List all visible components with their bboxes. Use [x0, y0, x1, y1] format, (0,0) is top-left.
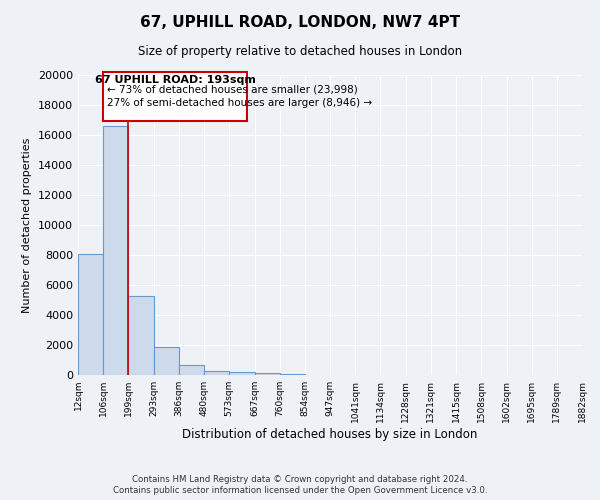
Text: 67 UPHILL ROAD: 193sqm: 67 UPHILL ROAD: 193sqm — [95, 75, 256, 85]
Bar — [179, 365, 204, 375]
Bar — [128, 296, 154, 375]
Text: Size of property relative to detached houses in London: Size of property relative to detached ho… — [138, 45, 462, 58]
Bar — [229, 372, 254, 375]
Text: Contains HM Land Registry data © Crown copyright and database right 2024.: Contains HM Land Registry data © Crown c… — [132, 475, 468, 484]
Bar — [280, 374, 305, 375]
Text: Contains public sector information licensed under the Open Government Licence v3: Contains public sector information licen… — [113, 486, 487, 495]
Bar — [103, 126, 128, 375]
Text: 67, UPHILL ROAD, LONDON, NW7 4PT: 67, UPHILL ROAD, LONDON, NW7 4PT — [140, 15, 460, 30]
FancyBboxPatch shape — [103, 72, 247, 122]
Text: ← 73% of detached houses are smaller (23,998): ← 73% of detached houses are smaller (23… — [107, 84, 358, 94]
Bar — [254, 373, 280, 375]
Text: 27% of semi-detached houses are larger (8,946) →: 27% of semi-detached houses are larger (… — [107, 98, 373, 108]
Bar — [204, 370, 229, 375]
Bar — [154, 347, 179, 375]
Bar — [78, 254, 103, 375]
Y-axis label: Number of detached properties: Number of detached properties — [22, 138, 32, 312]
X-axis label: Distribution of detached houses by size in London: Distribution of detached houses by size … — [182, 428, 478, 440]
